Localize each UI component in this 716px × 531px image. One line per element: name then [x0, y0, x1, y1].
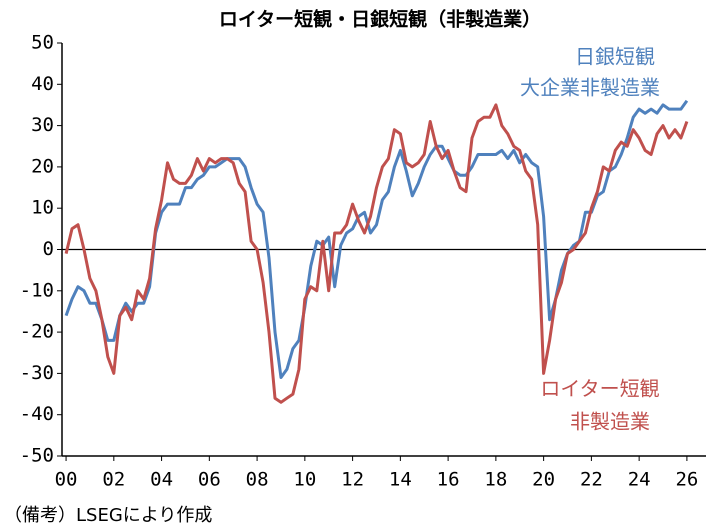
series-line — [64, 103, 689, 404]
x-tick-label: 16 — [437, 469, 460, 491]
series-line — [64, 99, 689, 379]
y-tick-label: 50 — [31, 32, 54, 54]
x-tick-label: 20 — [532, 469, 555, 491]
annotation: 日銀短観 — [575, 45, 655, 69]
x-tick-label: 22 — [580, 469, 603, 491]
x-tick-label: 18 — [484, 469, 507, 491]
y-tick-label: -40 — [20, 403, 54, 425]
x-tick-label: 02 — [102, 469, 125, 491]
y-tick-label: 10 — [31, 197, 54, 219]
source-note: （備考）LSEGにより作成 — [4, 505, 212, 526]
y-tick-label: -10 — [20, 279, 54, 301]
annotation: ロイター短観 — [540, 377, 659, 401]
chart-title: ロイター短観・日銀短観（非製造業） — [219, 8, 541, 31]
y-tick-label: -20 — [20, 321, 54, 343]
y-tick-label: 20 — [31, 155, 54, 177]
y-tick-label: 40 — [31, 73, 54, 95]
annotation: 非製造業 — [570, 410, 650, 434]
x-tick-label: 26 — [675, 469, 698, 491]
x-tick-label: 06 — [198, 469, 221, 491]
x-tick-label: 04 — [150, 469, 173, 491]
annotation: 大企業非製造業 — [520, 76, 660, 100]
x-tick-label: 12 — [341, 469, 364, 491]
y-tick-label: -50 — [20, 445, 54, 467]
y-tick-label: -30 — [20, 362, 54, 384]
x-tick-label: 00 — [55, 469, 78, 491]
x-tick-label: 08 — [246, 469, 269, 491]
x-tick-label: 14 — [389, 469, 412, 491]
y-tick-label: 0 — [43, 238, 54, 260]
x-tick-label: 24 — [628, 469, 651, 491]
x-tick-label: 10 — [293, 469, 316, 491]
y-tick-label: 30 — [31, 114, 54, 136]
